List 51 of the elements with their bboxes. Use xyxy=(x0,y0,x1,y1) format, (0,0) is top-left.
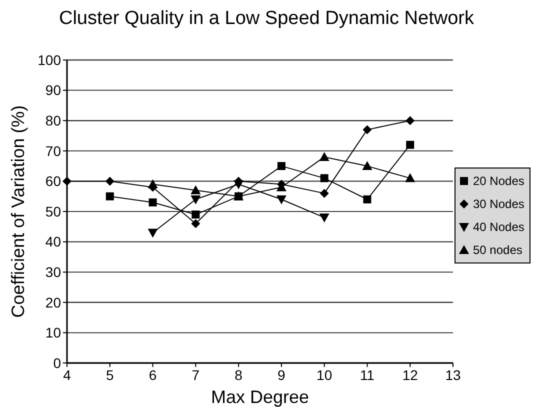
x-tick-label: 5 xyxy=(106,367,114,383)
y-tick-label: 40 xyxy=(45,234,62,250)
y-tick-label: 50 xyxy=(45,203,62,220)
y-tick-label: 30 xyxy=(45,264,62,280)
chart-title: Cluster Quality in a Low Speed Dynamic Network xyxy=(58,8,474,29)
point xyxy=(106,192,114,200)
legend-label: 50 nodes xyxy=(473,243,522,258)
point xyxy=(148,228,158,238)
x-tick-label: 4 xyxy=(63,367,72,383)
x-tick-label: 13 xyxy=(445,367,461,383)
point xyxy=(234,180,244,190)
point xyxy=(190,195,201,204)
x-tick-label: 12 xyxy=(402,367,418,383)
point xyxy=(319,214,330,223)
x-axis-title: Max Degree xyxy=(210,387,310,407)
point xyxy=(362,125,372,134)
point xyxy=(105,176,114,186)
point xyxy=(190,185,201,194)
legend-label: 40 Nodes xyxy=(473,220,524,234)
point xyxy=(320,188,329,198)
y-tick-label: 80 xyxy=(45,112,62,128)
point xyxy=(320,174,328,182)
y-tick-label: 10 xyxy=(45,324,62,341)
x-tick-label: 11 xyxy=(360,367,375,383)
point xyxy=(363,195,372,204)
point xyxy=(362,161,372,170)
y-tick-label: 0 xyxy=(53,354,62,371)
point xyxy=(191,219,200,228)
y-tick-label: 20 xyxy=(45,294,62,310)
point xyxy=(406,116,415,126)
y-tick-label: 100 xyxy=(38,52,62,68)
x-tick-label: 9 xyxy=(278,367,286,383)
y-tick-label: 90 xyxy=(45,82,62,98)
x-tick-label: 10 xyxy=(316,367,332,383)
point xyxy=(319,152,330,161)
x-tick-label: 6 xyxy=(148,367,157,383)
x-tick-label: 8 xyxy=(234,367,243,383)
y-tick-label: 70 xyxy=(45,142,62,159)
point xyxy=(276,195,286,204)
point xyxy=(192,210,200,219)
x-tick-label: 7 xyxy=(192,367,200,383)
point xyxy=(62,176,72,186)
y-tick-label: 60 xyxy=(45,173,62,190)
point xyxy=(406,140,414,149)
point xyxy=(277,162,286,170)
legend-label: 20 Nodes xyxy=(473,174,524,188)
legend-label: 30 Nodes xyxy=(473,197,524,212)
y-axis-title: Coefficient of Variation (%) xyxy=(8,105,28,318)
point xyxy=(148,179,158,188)
point xyxy=(148,198,157,206)
point xyxy=(405,173,416,182)
